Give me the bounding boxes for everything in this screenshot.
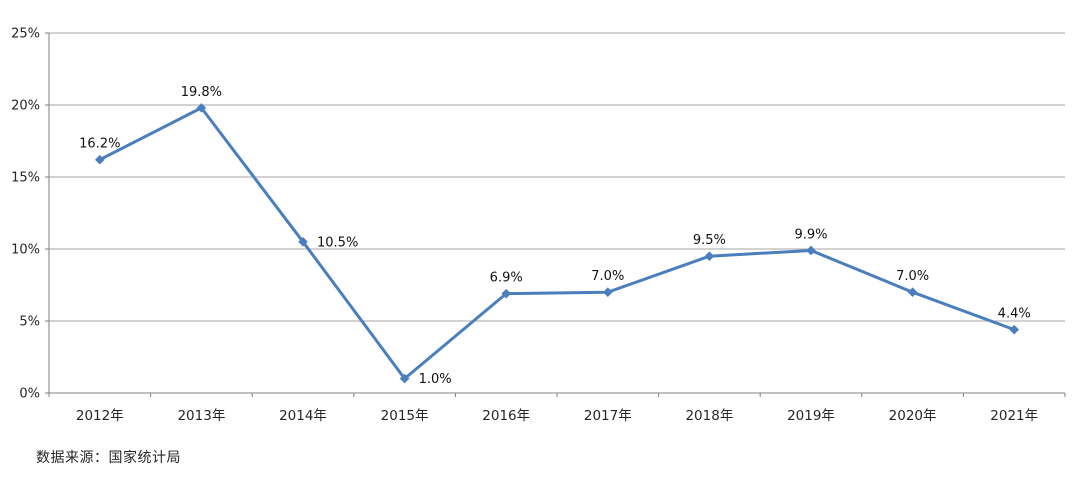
x-tick-label: 2012年 <box>76 408 124 424</box>
y-tick-label: 15% <box>11 171 40 186</box>
data-label: 9.9% <box>794 227 827 242</box>
data-point-marker <box>1009 324 1019 335</box>
y-tick-label: 20% <box>11 99 40 114</box>
y-tick-label: 5% <box>19 315 40 330</box>
x-tick-label: 2021年 <box>990 408 1038 424</box>
y-tick-label: 10% <box>11 243 40 258</box>
data-point-marker <box>907 287 918 297</box>
data-label: 7.0% <box>591 269 624 284</box>
x-tick-label: 2014年 <box>279 408 327 424</box>
data-label: 7.0% <box>896 269 929 284</box>
x-tick-label: 2016年 <box>482 408 530 424</box>
x-tick-label: 2017年 <box>584 408 632 424</box>
x-tick-label: 2015年 <box>381 408 429 424</box>
data-label: 1.0% <box>419 372 452 387</box>
data-point-marker <box>95 154 105 165</box>
data-label: 6.9% <box>490 271 523 286</box>
data-source-note: 数据来源：国家统计局 <box>36 450 181 466</box>
data-label: 9.5% <box>693 233 726 248</box>
data-point-marker <box>603 287 613 297</box>
data-point-marker <box>501 288 511 299</box>
x-tick-label: 2020年 <box>889 408 937 424</box>
x-tick-label: 2019年 <box>787 408 835 424</box>
data-point-marker <box>704 251 715 261</box>
x-tick-label: 2013年 <box>177 408 225 424</box>
data-point-marker <box>806 245 816 256</box>
data-label: 19.8% <box>181 85 222 100</box>
x-tick-label: 2018年 <box>685 408 733 424</box>
data-point-marker <box>399 373 410 384</box>
series-line <box>98 106 1016 381</box>
data-point-marker <box>196 103 207 113</box>
y-tick-label: 0% <box>19 387 40 402</box>
y-tick-label: 25% <box>11 27 40 42</box>
data-label: 16.2% <box>79 137 120 152</box>
data-label: 10.5% <box>317 235 358 250</box>
data-label: 4.4% <box>998 307 1031 322</box>
data-point-marker <box>298 237 308 247</box>
